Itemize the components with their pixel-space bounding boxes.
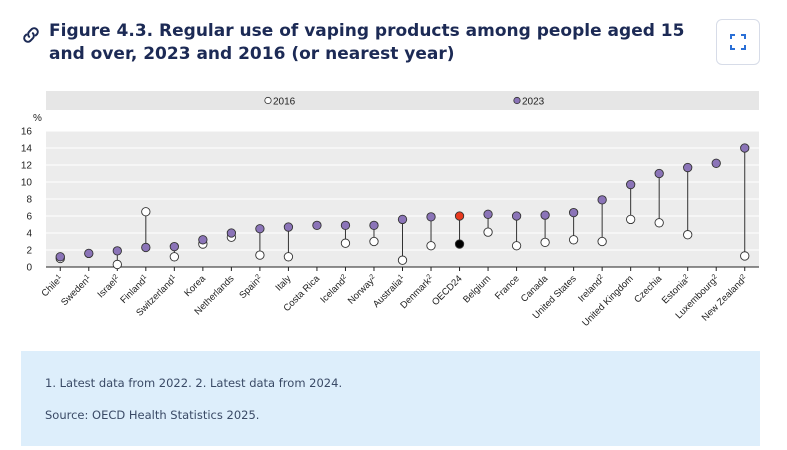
legend-band [46, 91, 759, 110]
point-2023 [369, 220, 379, 231]
point-2023 [568, 207, 579, 218]
point-2016 [540, 237, 550, 248]
notes-panel: 1. Latest data from 2022. 2. Latest data… [21, 351, 760, 446]
point-2023 [198, 235, 208, 245]
y-tick-label: 8 [26, 195, 32, 206]
legend-label-2023: 2023 [522, 97, 545, 108]
y-axis-label: % [33, 113, 42, 124]
point-2023 [454, 211, 465, 221]
point-2023 [711, 158, 721, 168]
point-2016 [369, 236, 379, 247]
point-2023 [683, 162, 693, 173]
y-tick-label: 0 [26, 263, 32, 274]
point-2016 [141, 207, 151, 217]
point-2023 [112, 246, 122, 256]
x-category-label: Czechia [632, 273, 665, 306]
point-2016 [654, 218, 664, 228]
point-2023 [141, 242, 151, 253]
point-2016 [626, 214, 636, 225]
x-category-label: Italy [273, 273, 293, 293]
point-2023 [654, 168, 664, 179]
legend-label-2016: 2016 [273, 97, 296, 108]
point-2023 [55, 252, 65, 262]
point-2016 [283, 252, 294, 262]
point-2023 [255, 224, 265, 234]
point-2023 [426, 212, 436, 222]
expand-icon [730, 34, 746, 50]
point-2016 [740, 251, 750, 261]
point-2023 [540, 210, 550, 220]
point-2016 [597, 236, 607, 247]
legend-marker-2023 [513, 96, 521, 105]
footnote-text: 1. Latest data from 2022. 2. Latest data… [45, 376, 343, 390]
point-2023 [740, 143, 750, 153]
point-2023 [169, 241, 179, 252]
y-tick-label: 12 [21, 161, 33, 172]
point-2023 [626, 179, 636, 190]
point-2016 [169, 252, 179, 262]
link-icon[interactable] [20, 24, 42, 46]
point-2016 [568, 235, 579, 245]
x-category-label: OECD24 [430, 273, 465, 308]
figure-header: Figure 4.3. Regular use of vaping produc… [20, 20, 700, 66]
x-category-label: Chile1 [40, 273, 66, 299]
y-tick-label: 6 [26, 212, 32, 223]
expand-button[interactable] [716, 19, 760, 65]
point-2016 [483, 227, 493, 237]
point-2023 [397, 214, 408, 225]
source-text: Source: OECD Health Statistics 2025. [45, 408, 260, 422]
x-category-label: France [493, 273, 522, 302]
x-category-label: Korea [182, 273, 208, 299]
point-2016 [397, 255, 408, 265]
y-tick-label: 10 [21, 178, 33, 189]
point-2016 [255, 250, 265, 260]
point-2016 [511, 241, 522, 251]
figure-title: Figure 4.3. Regular use of vaping produc… [49, 21, 685, 64]
point-2023 [483, 209, 493, 219]
point-2016 [426, 241, 436, 251]
point-2023 [84, 248, 94, 259]
x-category-label: Iceland2 [318, 273, 350, 305]
point-2016 [683, 230, 693, 240]
y-tick-label: 4 [26, 229, 32, 240]
point-2023 [340, 220, 351, 231]
point-2016 [454, 239, 465, 249]
x-category-label: Sweden1 [59, 273, 94, 308]
point-2023 [312, 220, 322, 231]
point-2023 [283, 222, 294, 232]
x-category-label: Belgium [461, 273, 493, 305]
y-tick-label: 2 [26, 246, 32, 257]
x-category-label: Spain2 [237, 273, 265, 301]
point-2023 [597, 195, 607, 205]
legend-marker-2016 [264, 96, 272, 105]
y-tick-label: 16 [21, 127, 33, 138]
point-2023 [226, 228, 237, 238]
point-2023 [511, 211, 522, 221]
x-category-label: United Kingdom [580, 273, 636, 329]
y-tick-label: 14 [21, 144, 33, 155]
x-category-label: Israel2 [95, 273, 122, 300]
point-2016 [112, 259, 122, 270]
point-2016 [340, 238, 351, 248]
